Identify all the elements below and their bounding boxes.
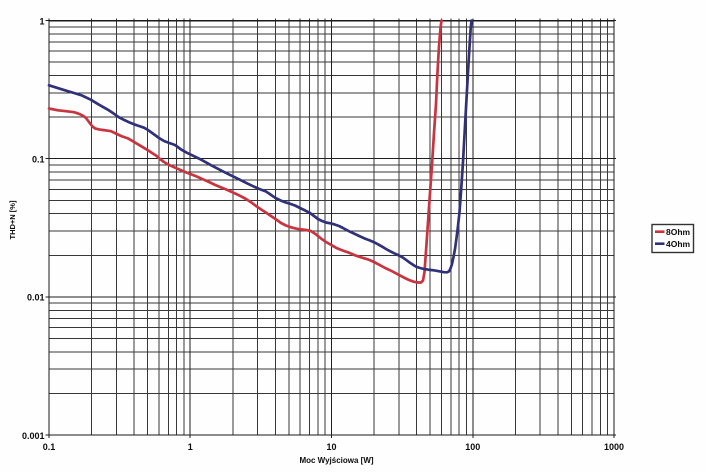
- svg-text:THD+N [%]: THD+N [%]: [8, 200, 17, 239]
- svg-text:100: 100: [465, 442, 480, 452]
- svg-text:0.001: 0.001: [22, 431, 45, 441]
- svg-text:4Ohm: 4Ohm: [666, 239, 691, 249]
- svg-text:0.1: 0.1: [32, 154, 45, 164]
- svg-text:10: 10: [326, 442, 336, 452]
- svg-text:1000: 1000: [604, 442, 624, 452]
- svg-text:0.01: 0.01: [27, 293, 45, 303]
- svg-text:Moc Wyjściowa [W]: Moc Wyjściowa [W]: [299, 456, 373, 465]
- svg-text:8Ohm: 8Ohm: [666, 227, 691, 237]
- svg-text:1: 1: [188, 442, 193, 452]
- svg-text:1: 1: [39, 16, 44, 26]
- svg-text:0.1: 0.1: [43, 442, 56, 452]
